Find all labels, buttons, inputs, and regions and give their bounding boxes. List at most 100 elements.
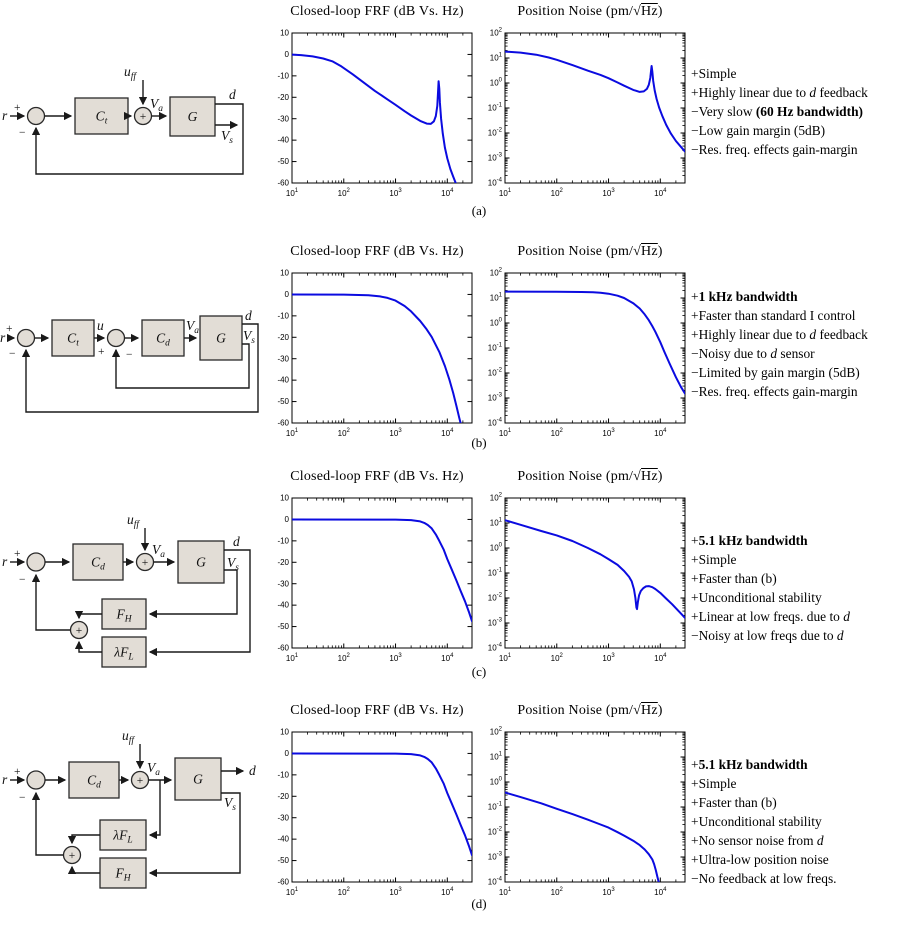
label-Ct: Ct: [67, 331, 79, 349]
feedback-to-sum-line: [31, 791, 64, 856]
x-tick-label: 104: [441, 428, 454, 438]
text-segment: Simple: [698, 776, 737, 791]
y-tick-label: -50: [277, 397, 289, 406]
label-Va: Va: [147, 760, 160, 778]
chart-title: Closed-loop FRF (dB Vs. Hz): [266, 469, 478, 488]
y-tick-label: 10-3: [488, 852, 503, 862]
minus-sign: −: [19, 574, 26, 586]
note-line: +5.1 kHz bandwidth: [691, 531, 898, 550]
note-line: +Faster than (b): [691, 793, 898, 812]
text-segment: Position Noise (pm/: [517, 244, 634, 259]
y-tick-label: 101: [490, 53, 503, 63]
text-segment: 5.1 kHz bandwidth: [698, 757, 808, 772]
frf-plot-d: 101 102 103 104 10 0 -10 -20 -30 -40 -50 -60: [277, 728, 473, 897]
x-tick-label: 104: [654, 887, 667, 897]
frf-chart-c: Closed-loop FRF (dB Vs. Hz) 101 102 103 104…: [266, 469, 478, 671]
label-G: G: [196, 555, 206, 570]
fh-output-line: [74, 610, 102, 620]
text-segment: sensor: [777, 346, 815, 361]
curve-closed-loop-frf: [292, 53, 457, 183]
text-segment: d: [809, 327, 817, 342]
text-segment: √: [633, 244, 642, 259]
text-segment: No feedback at low freqs.: [698, 871, 837, 886]
x-tick-label: 103: [602, 887, 615, 897]
label-uff: uff: [122, 728, 135, 746]
x-tick-label: 104: [654, 188, 667, 198]
block-FH: [101, 598, 147, 630]
x-tick-label: 102: [551, 887, 564, 897]
y-tick-label: 0: [285, 749, 290, 758]
note-line: −Res. freq. effects gain-margin: [691, 382, 898, 401]
y-tick-label: 0: [285, 290, 290, 299]
label-uff: uff: [127, 512, 140, 530]
note-line: −Low gain margin (5dB): [691, 121, 898, 140]
va-tap-line: [148, 780, 161, 840]
x-tick-label: 102: [338, 653, 351, 663]
note-sign: −: [691, 365, 699, 380]
text-segment: ): [657, 469, 663, 484]
text-segment: Faster than (b): [698, 571, 777, 586]
note-line: −Limited by gain margin (5dB): [691, 363, 898, 382]
note-sign: −: [691, 871, 699, 886]
label-Cd: Cd: [91, 555, 105, 573]
text-segment: No sensor noise from: [698, 833, 817, 848]
block-lambda-FL: [101, 636, 147, 668]
curve-position-noise: [505, 50, 685, 153]
note-line: −Very slow (60 Hz bandwidth): [691, 102, 898, 121]
chart-title: Closed-loop FRF (dB Vs. Hz): [266, 4, 478, 23]
text-segment: Closed-loop FRF (dB Vs. Hz): [290, 4, 464, 19]
label-G: G: [188, 109, 198, 124]
block-diagram-d: r + − Cd + uff Va G d Vs λFL FH +: [2, 728, 256, 889]
y-tick-label: -20: [277, 93, 289, 102]
y-tick-label: 101: [490, 518, 503, 528]
text-segment: Ultra-low position noise: [698, 852, 829, 867]
note-sign: +: [691, 327, 699, 342]
noise-plot-b: 101 102 103 104 102 101 100 10-1 10-2 10-3 10-4: [488, 268, 686, 438]
y-tick-label: 10-4: [488, 643, 503, 653]
y-tick-label: -20: [277, 792, 289, 801]
chart-title: Position Noise (pm/√Hz): [479, 244, 691, 263]
frf-chart-a: Closed-loop FRF (dB Vs. Hz) 101 102 103 104…: [266, 4, 478, 206]
y-tick-label: 10-4: [488, 178, 503, 188]
x-tick-label: 103: [602, 653, 615, 663]
x-tick-label: 101: [499, 428, 512, 438]
text-segment: Hz: [641, 244, 658, 259]
label-lambda-FL: λFL: [113, 645, 133, 663]
text-segment: 1 kHz bandwidth: [698, 289, 798, 304]
sum-junction: [16, 328, 36, 348]
y-tick-label: 10-3: [488, 153, 503, 163]
x-tick-label: 101: [499, 188, 512, 198]
note-sign: −: [691, 628, 699, 643]
noise-chart-a: Position Noise (pm/√Hz) 101 102 103 104 102 1…: [479, 4, 691, 206]
x-tick-label: 101: [499, 887, 512, 897]
plot-box: [291, 272, 473, 424]
y-tick-label: 10-2: [488, 128, 503, 138]
text-segment: Res. freq. effects gain-margin: [698, 384, 858, 399]
y-tick-label: -40: [277, 136, 289, 145]
feedback-to-sum-line: [31, 573, 71, 631]
block-G: [199, 315, 243, 361]
caption-b: (b): [471, 435, 487, 450]
plus-sign: +: [137, 775, 144, 787]
y-tick-label: 10-2: [488, 368, 503, 378]
y-tick-label: 10-4: [488, 418, 503, 428]
label-u: u: [97, 318, 104, 333]
label-Vs: Vs: [221, 128, 233, 146]
y-tick-label: 10: [280, 29, 289, 38]
note-sign: +: [691, 814, 699, 829]
label-Va: Va: [150, 96, 163, 114]
y-tick-label: -40: [277, 835, 289, 844]
plot-box: [504, 731, 686, 883]
y-tick-label: 10-2: [488, 827, 503, 837]
note-line: +Faster than (b): [691, 569, 898, 588]
text-segment: Position Noise (pm/: [517, 703, 634, 718]
caption-a: (a): [471, 203, 487, 218]
label-G: G: [216, 331, 226, 346]
note-line: +Ultra-low position noise: [691, 850, 898, 869]
note-line: −Noisy at low freqs due to d: [691, 626, 898, 645]
x-tick-label: 101: [286, 188, 299, 198]
note-sign: −: [691, 123, 699, 138]
vs-feedback-line: [148, 792, 241, 878]
y-tick-label: 10: [280, 494, 289, 503]
label-FH: FH: [115, 607, 132, 625]
